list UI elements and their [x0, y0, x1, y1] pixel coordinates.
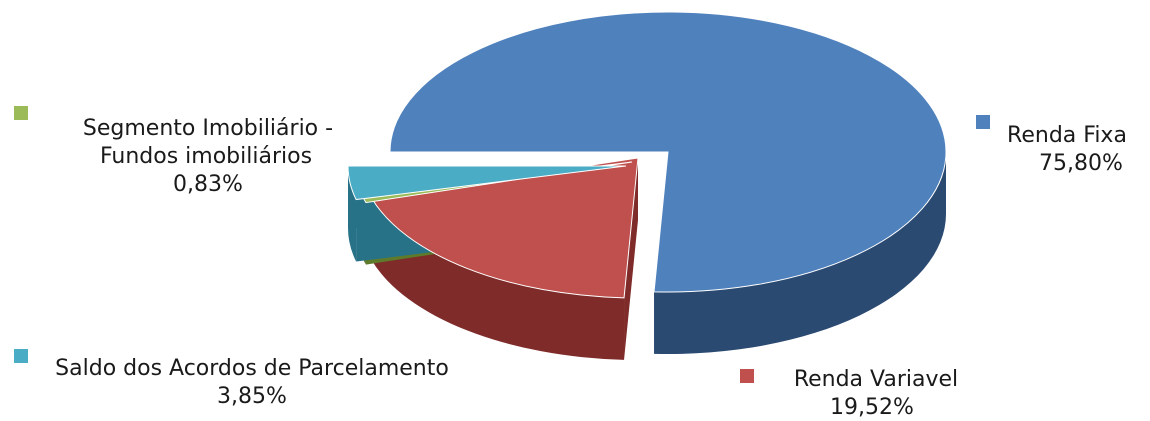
legend-value-segmento-imobiliario: 0,83% — [173, 172, 243, 197]
legend-swatch-segmento-imobiliario — [14, 106, 28, 120]
legend-value-saldo-acordos: 3,85% — [217, 384, 287, 409]
legend-swatch-renda-variavel — [740, 369, 754, 383]
legend-item-saldo-acordos: Saldo dos Acordos de Parcelamento 3,85% — [14, 349, 449, 409]
legend-value-renda-fixa: 75,80% — [1039, 151, 1123, 176]
legend-swatch-saldo-acordos — [14, 349, 28, 363]
pie-slice-renda-fixa — [389, 11, 947, 293]
legend-label-segmento-imobiliario-line2: Fundos imobiliários — [100, 144, 312, 169]
pie-slice-saldo-acordos — [347, 165, 627, 201]
pie-slice-renda-variavel — [371, 157, 639, 299]
legend-value-renda-variavel: 19,52% — [830, 395, 914, 420]
legend-label-segmento-imobiliario-line1: Segmento Imobiliário - — [83, 116, 333, 141]
legend-item-segmento-imobiliario: Segmento Imobiliário - Fundos imobiliári… — [14, 106, 333, 197]
side-wall-renda-fixa — [654, 152, 946, 354]
legend-swatch-renda-fixa — [976, 115, 990, 129]
legend-item-renda-variavel: Renda Variavel 19,52% — [740, 367, 958, 420]
legend-item-renda-fixa: Renda Fixa 75,80% — [976, 115, 1127, 176]
legend-label-renda-fixa: Renda Fixa — [1007, 123, 1127, 148]
pie-slices — [347, 11, 947, 299]
legend-label-saldo-acordos: Saldo dos Acordos de Parcelamento — [55, 356, 449, 381]
legend-label-renda-variavel: Renda Variavel — [794, 367, 958, 392]
